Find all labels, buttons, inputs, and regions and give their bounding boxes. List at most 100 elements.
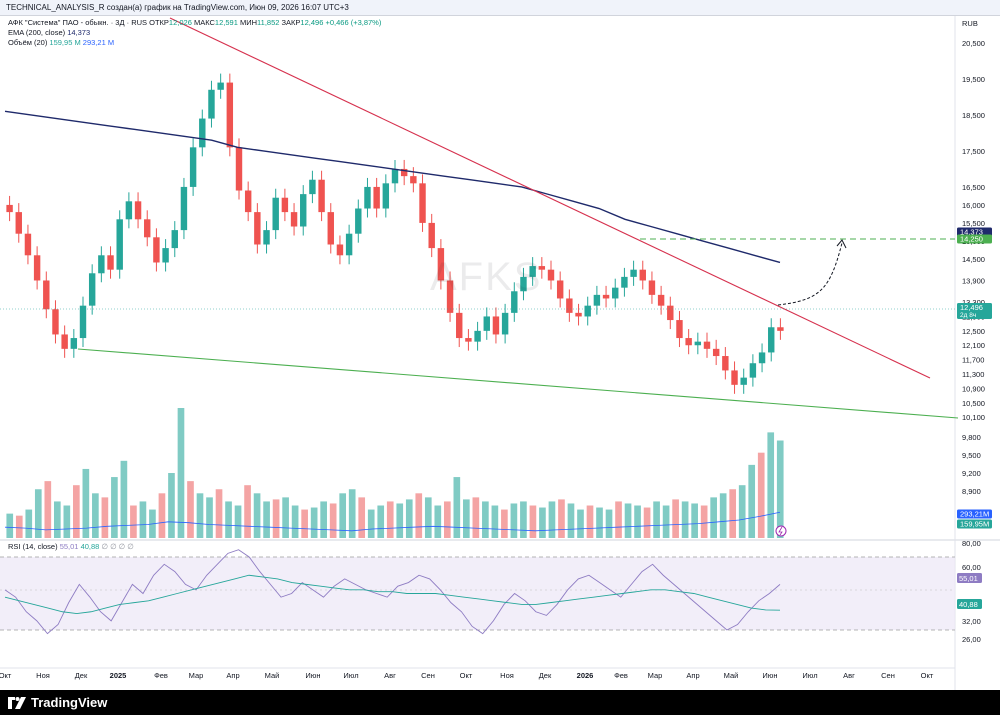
volume-bar	[396, 503, 404, 538]
rsi-label: RSI (14, close)	[8, 542, 58, 551]
rsi-axis-label: 32,00	[962, 617, 981, 626]
tradingview-logo-icon	[8, 696, 26, 709]
volume-bar	[700, 505, 708, 538]
price-axis-label: 11,700	[962, 356, 984, 365]
candle-body	[309, 179, 316, 195]
volume-bar	[291, 505, 299, 538]
attribution-bar: TECHNICAL_ANALYSIS_R создан(а) график на…	[0, 0, 1000, 16]
candle-body	[24, 233, 32, 256]
rsi-legend[interactable]: RSI (14, close) 55,01 40,88 ∅ ∅ ∅ ∅	[8, 542, 134, 551]
legend-volume-row[interactable]: Объём (20) 159,95 M 293,21 M	[8, 38, 381, 48]
volume-bar	[405, 499, 413, 538]
candle-body	[244, 190, 252, 213]
ema-label: EMA (200, close)	[8, 28, 66, 37]
candle-body	[391, 168, 399, 184]
candle-body	[456, 312, 463, 339]
chart-legend: АФК "Система" ПАО - обыкн. · 3Д · RUS ОТ…	[8, 18, 381, 48]
time-axis-label: Сен	[421, 671, 435, 680]
time-axis-label: Окт	[921, 671, 934, 680]
time-axis-label: Мар	[648, 671, 663, 680]
volume-bar	[215, 489, 223, 538]
volume-bar	[776, 440, 784, 538]
time-axis-label: Авг	[384, 671, 396, 680]
symbol-name[interactable]: АФК "Система" ПАО - обыкн. · 3Д · RUS	[8, 18, 148, 27]
high-label: МАКС	[193, 18, 215, 27]
candle-body	[171, 230, 178, 249]
rsi-value-2: 40,88	[80, 542, 100, 551]
change-value: +0,466 (+3,87%)	[325, 18, 382, 27]
volume-bar	[225, 501, 232, 538]
volume-bar	[177, 408, 185, 538]
candle-body	[740, 377, 747, 385]
attribution-text: TECHNICAL_ANALYSIS_R создан(а) график на…	[6, 3, 349, 12]
candles-group	[6, 73, 784, 394]
legend-ema-row[interactable]: EMA (200, close) 14,373	[8, 28, 381, 38]
resistance-trendline[interactable]	[169, 17, 931, 379]
candle-body	[61, 334, 68, 349]
volume-ma-line	[4, 511, 781, 532]
time-axis-label: Фев	[154, 671, 168, 680]
time-axis-label: Июн	[305, 671, 320, 680]
time-axis-label: Ноя	[36, 671, 50, 680]
time-axis-label: Июн	[762, 671, 777, 680]
close-label: ЗАКР	[281, 18, 301, 27]
high-value: 12,591	[214, 18, 238, 27]
candle-body	[272, 197, 279, 231]
volume-bar	[234, 505, 242, 538]
candle-body	[621, 276, 628, 288]
price-axis-label: 12,100	[962, 341, 985, 350]
projection-arrow[interactable]	[777, 242, 843, 306]
volume-bar	[681, 501, 689, 538]
candle-body	[217, 82, 224, 90]
rsi-axis: 80,00 60,00 32,00 26,00 55,01 40,88	[957, 539, 982, 644]
time-axis-label: Окт	[0, 671, 12, 680]
candle-body	[547, 269, 555, 281]
volume-bar	[463, 499, 470, 538]
volume-bar	[130, 505, 137, 538]
time-axis-label: Авг	[843, 671, 855, 680]
volume-bar	[482, 501, 489, 538]
price-badge	[957, 509, 992, 519]
candle-body	[88, 273, 96, 306]
price-axis-label: 9,800	[962, 433, 981, 442]
volume-bar	[82, 468, 90, 538]
price-axis-label: 19,500	[962, 75, 985, 84]
lightning-bolt-icon	[778, 526, 783, 536]
candle-body	[501, 312, 509, 335]
candle-body	[162, 248, 169, 263]
candle-body	[492, 316, 500, 335]
support-trendline[interactable]	[77, 348, 959, 419]
candle-body	[189, 147, 197, 187]
time-axis-label: Ноя	[500, 671, 514, 680]
price-axis-label: 14,500	[962, 255, 985, 264]
candle-body	[676, 320, 683, 339]
volume-bar	[358, 497, 366, 538]
price-badge-sub: 2д 8ч	[960, 312, 976, 319]
volume-bar	[586, 505, 594, 538]
volume-bar	[710, 497, 717, 538]
candle-body	[538, 266, 546, 270]
price-badge-label: 14,250	[960, 235, 983, 244]
volume-bar	[73, 485, 80, 538]
rsi-badge-label: 40,88	[959, 600, 978, 609]
tradingview-logo[interactable]: TradingView	[8, 695, 107, 710]
candle-body	[520, 276, 527, 292]
candle-body	[639, 269, 646, 281]
volume-bar	[719, 493, 727, 538]
candle-body	[33, 255, 41, 281]
rsi-badge-label: 55,01	[959, 574, 978, 583]
volume-bar	[339, 493, 347, 538]
rsi-ma-line	[4, 574, 781, 615]
rsi-axis-label: 60,00	[962, 563, 981, 572]
time-axis-label: Мар	[189, 671, 204, 680]
price-axis-label: 10,100	[962, 413, 985, 422]
price-chart[interactable]: RUB 20,500 19,500 18,500 17,500 16,500 16,000…	[0, 0, 1000, 690]
symbol-watermark: AFKS	[430, 255, 543, 299]
candle-body	[437, 248, 445, 281]
lightning-icon[interactable]	[775, 525, 787, 537]
candle-body	[410, 176, 417, 184]
price-axis-label: 16,500	[962, 183, 985, 192]
volume-bar	[748, 464, 756, 538]
candle-body	[327, 212, 334, 245]
